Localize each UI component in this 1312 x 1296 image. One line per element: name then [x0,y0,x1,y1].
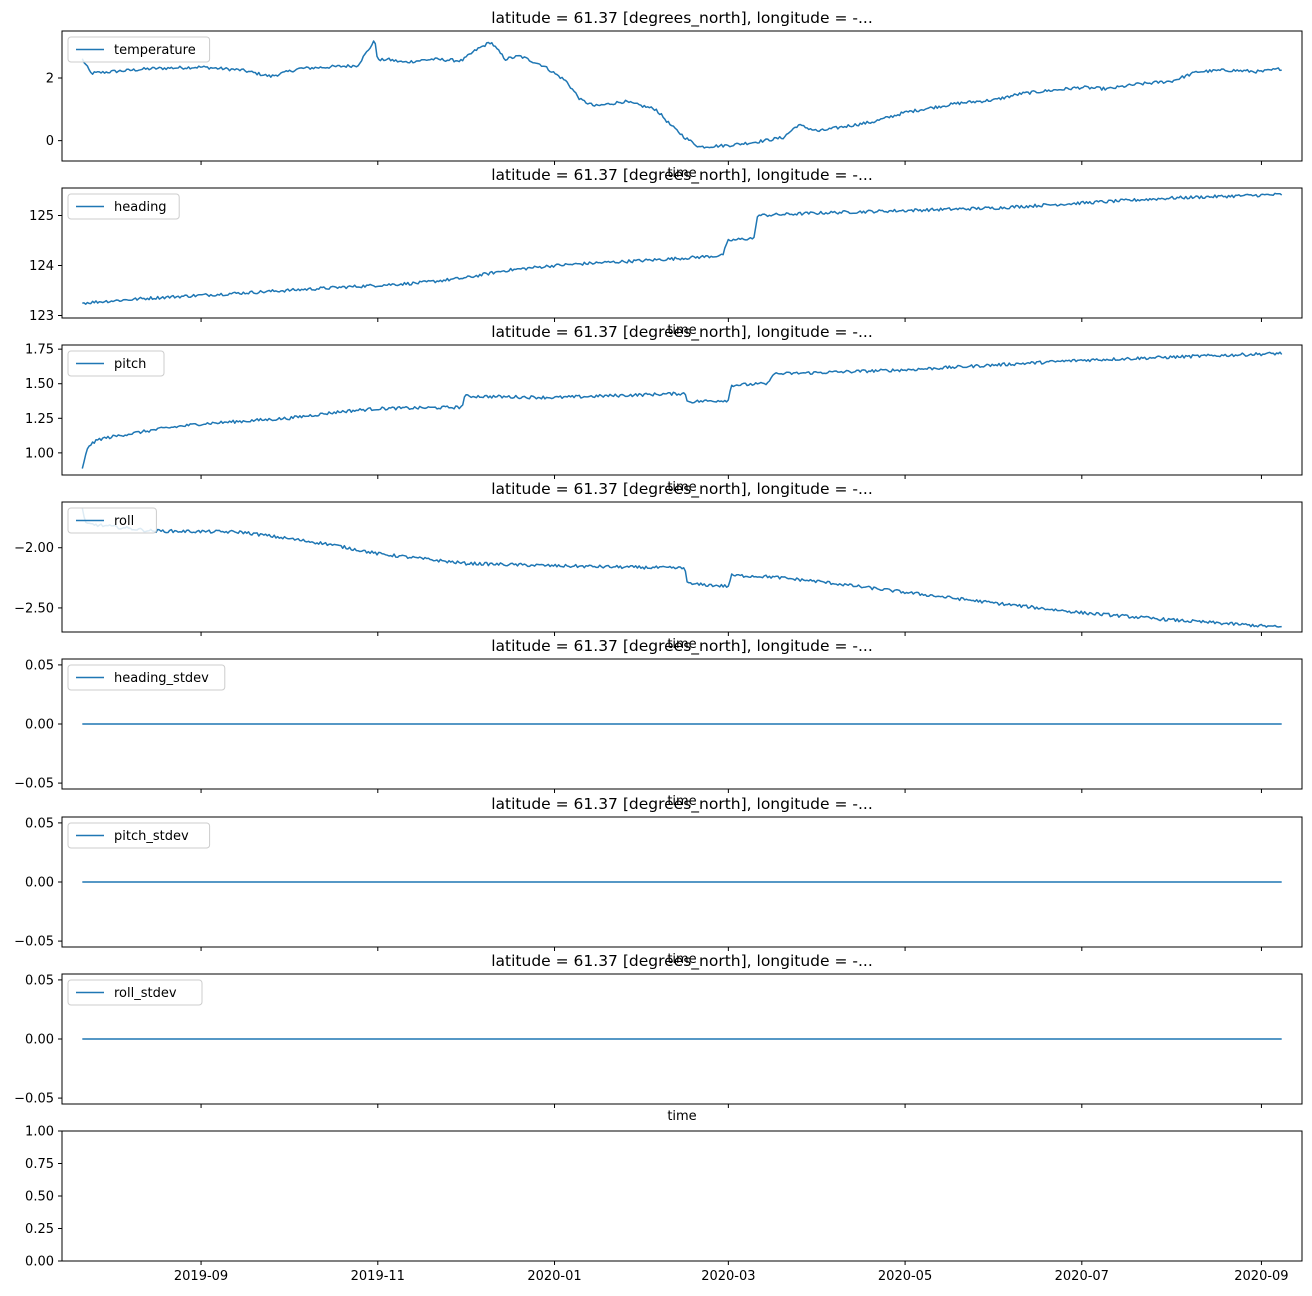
subplot-2: 123 124 125 latitude = 61.37 [degrees_north… [29,166,1303,338]
y-tick-label: −0.05 [14,1092,54,1107]
y-tick-label: 0.00 [25,1033,54,1048]
legend: pitch_stdev [67,822,211,849]
x-tick-label: 2020-05 [878,1269,932,1284]
legend-label: heading_stdev [114,671,209,686]
legend: roll_stdev [67,979,203,1006]
legend-box [67,36,211,63]
y-tick-label: 0.25 [25,1222,54,1237]
y-tick-label: 0.00 [25,876,54,891]
x-axis-label: time [667,794,696,809]
series-line-pitch [81,351,1283,469]
subplot-title: latitude = 61.37 [degrees_north], longit… [491,323,873,342]
x-tick-label: 2020-03 [701,1269,755,1284]
x-tick-label: 2020-07 [1055,1269,1109,1284]
y-tick-label: 1.00 [25,446,54,461]
y-tick-label: −2.50 [14,601,54,616]
y-tick-label: 0.00 [25,718,54,733]
subplot-4: −2.50 −2.00 latitude = 61.37 [degrees_nort… [14,480,1303,652]
x-tick-label: 2019-09 [174,1269,228,1284]
y-tick-label: 0.75 [25,1157,54,1172]
axes-frame [61,30,1303,162]
legend: heading_stdev [67,664,226,691]
x-axis-label: time [667,323,696,338]
legend-box [67,507,157,534]
subplot-title: latitude = 61.37 [degrees_north], longit… [491,637,873,656]
y-tick-label: 0.05 [25,816,54,831]
axes-frame [61,501,1303,633]
subplot-title: latitude = 61.37 [degrees_north], longit… [491,9,873,28]
y-tick-label: 125 [29,209,54,224]
x-axis-label: time [667,637,696,652]
legend: pitch [67,350,165,377]
y-tick-label: 0 [46,134,54,149]
y-tick-label: 2 [46,71,54,86]
legend: roll [67,507,157,534]
legend-box [67,822,211,849]
axes-frame [61,1130,1303,1262]
subplot-title: latitude = 61.37 [degrees_north], longit… [491,166,873,185]
y-tick-label: −2.00 [14,541,54,556]
y-tick-label: 0.05 [25,973,54,988]
y-tick-label: 1.00 [25,1125,54,1140]
x-tick-label: 2019-11 [351,1269,405,1284]
y-tick-label: 123 [29,309,54,324]
x-tick-label: 2020-01 [527,1269,581,1284]
x-axis-label: time [667,952,696,967]
x-axis-label: time [667,480,696,495]
subplot-5: −0.05 0.00 0.05 latitude = 61.37 [degrees_n… [14,637,1303,809]
legend-box [67,193,180,220]
legend: temperature [67,36,211,63]
axes-frame [61,187,1303,319]
series-line-roll [81,507,1282,628]
x-tick-label: 2020-09 [1234,1269,1288,1284]
subplot-title: latitude = 61.37 [degrees_north], longit… [491,480,873,499]
legend-label: heading [114,200,167,215]
legend: heading [67,193,180,220]
subplot-title: latitude = 61.37 [degrees_north], longit… [491,795,873,814]
axes-frame [61,344,1303,476]
subplot-6: −0.05 0.00 0.05 latitude = 61.37 [degrees_n… [14,795,1303,967]
series-line-temperature [81,40,1282,149]
subplot-7: −0.05 0.00 0.05 latitude = 61.37 [degrees_n… [14,952,1303,1124]
legend-label: pitch [114,357,146,372]
y-tick-label: 0.50 [25,1190,54,1205]
y-tick-label: 1.50 [25,377,54,392]
subplot-3: 1.00 1.25 1.50 1.75 latitude = 61.37 [degree… [25,323,1303,495]
y-tick-label: −0.05 [14,935,54,950]
y-tick-label: −0.05 [14,777,54,792]
subplot-title: latitude = 61.37 [degrees_north], longit… [491,952,873,971]
y-tick-label: 0.00 [25,1255,54,1270]
x-axis-label: time [667,166,696,181]
y-tick-label: 124 [29,259,54,274]
legend-label: roll_stdev [114,986,177,1001]
legend-box [67,664,226,691]
legend-label: pitch_stdev [114,829,189,844]
y-tick-label: 1.25 [25,412,54,427]
legend-label: temperature [114,43,196,58]
subplot-8: 0.00 0.25 0.50 0.75 1.00 2019-09 2019-11 2020-0… [25,1125,1303,1284]
series-line-heading [82,192,1283,305]
y-tick-label: 0.05 [25,658,54,673]
y-tick-label: 1.75 [25,343,54,358]
subplot-1: 0 2 latitude = 61.37 [degrees_north], long… [46,9,1303,181]
x-axis-label: time [667,1109,696,1124]
legend-box [67,350,165,377]
legend-label: roll [114,514,134,529]
legend-box [67,979,203,1006]
